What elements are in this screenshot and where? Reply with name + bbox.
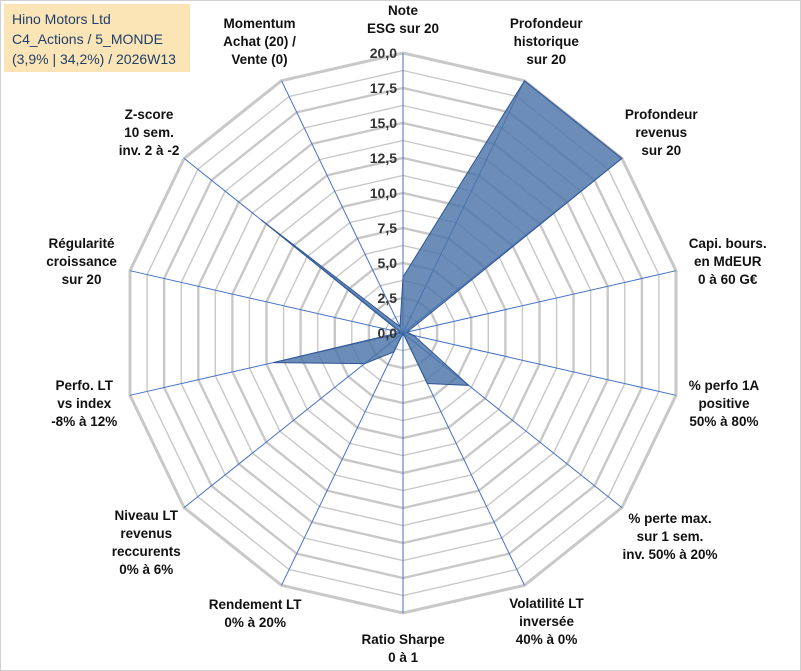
- axis-label-line: 0 à 1: [388, 650, 419, 665]
- axis-label-line: Vente (0): [231, 51, 288, 67]
- axis-label-line: % perfo 1A: [688, 378, 760, 394]
- axis-label-line: sur 20: [61, 271, 102, 287]
- axis-label-line: positive: [698, 396, 750, 412]
- axis-label-line: inv. 50% à 20%: [622, 547, 718, 563]
- axis-label-line: -8% à 12%: [51, 414, 118, 430]
- axis-label-line: sur 20: [641, 142, 682, 158]
- axis-label: Ratio Sharpe 0 à 1: [362, 631, 445, 667]
- axis-label-line: % perte max.: [628, 511, 712, 527]
- axis-spoke: [281, 80, 404, 334]
- axis-label-line: Rendement LT: [208, 597, 302, 613]
- tick-labels: 0,0 2,5 5,0 7,5 10,0 12,5 15,0 17,5 20,0: [370, 45, 397, 341]
- category-label: C4_Actions / 5_MONDE: [12, 31, 163, 47]
- axis-label: Note ESG sur 20: [367, 2, 439, 38]
- axis-label-line: Achat (20) /: [223, 33, 296, 49]
- tick-label: 7,5: [378, 220, 398, 236]
- axis-label-line: Z-score: [124, 106, 174, 122]
- axis-label: % perfo 1A positive 50% à 80%: [689, 377, 760, 431]
- axis-label-line: revenus: [120, 525, 173, 541]
- axis-label-line: croissance: [46, 253, 117, 269]
- axis-label-line: Profondeur: [509, 15, 583, 31]
- axis-label-line: 0% à 6%: [119, 561, 174, 577]
- axis-label: % perte max. sur 1 sem. inv. 50% à 20%: [623, 510, 718, 564]
- tick-label: 17,5: [370, 80, 397, 96]
- axis-label: Niveau LT revenus reccurents 0% à 6%: [112, 507, 181, 579]
- tick-label: 10,0: [370, 185, 397, 201]
- axis-label-line: en MdEUR: [693, 253, 762, 269]
- axis-label-line: Ratio Sharpe: [361, 632, 445, 647]
- axis-label-line: Profondeur: [624, 106, 698, 122]
- axis-label-line: 10 sem.: [124, 124, 174, 140]
- axis-label-line: revenus: [635, 124, 688, 140]
- axis-label-line: vs index: [57, 396, 112, 412]
- axis-label-line: reccurents: [111, 543, 181, 559]
- axis-label-line: Momentum: [223, 15, 296, 31]
- company-name: Hino Motors Ltd: [12, 11, 111, 27]
- axis-label: Momentum Achat (20) / Vente (0): [223, 15, 296, 69]
- tick-label: 2,5: [378, 290, 398, 306]
- axis-label-line: ESG sur 20: [367, 21, 440, 36]
- axis-spoke: [402, 332, 677, 396]
- axis-label-line: Capi. bours.: [688, 235, 767, 251]
- tick-label: 5,0: [378, 255, 398, 271]
- axis-label: Capi. bours. en MdEUR 0 à 60 G€: [689, 235, 767, 289]
- axis-label-line: Volatilité LT: [509, 596, 584, 612]
- axis-spoke: [129, 270, 404, 334]
- tick-label: 12,5: [370, 150, 397, 166]
- axis-label-line: 0 à 60 G€: [698, 271, 758, 287]
- tick-label: 20,0: [370, 45, 397, 61]
- axis-label: Régularité croissance sur 20: [46, 235, 117, 289]
- axis-spoke: [402, 270, 677, 334]
- axis-label-line: 50% à 80%: [689, 414, 759, 430]
- axis-label-line: historique: [513, 33, 579, 49]
- axis-spoke: [281, 332, 404, 586]
- axis-label: Rendement LT 0% à 20%: [209, 596, 302, 632]
- axis-label: Profondeur historique sur 20: [510, 15, 583, 69]
- axis-label-line: inv. 2 à -2: [118, 142, 180, 158]
- chart-title-box: Hino Motors Ltd C4_Actions / 5_MONDE (3,…: [4, 4, 190, 72]
- tick-label: 0,0: [378, 325, 398, 341]
- axis-label: Volatilité LT inversée 40% à 0%: [509, 595, 584, 649]
- axis-label-line: Niveau LT: [114, 507, 178, 523]
- axis-label-line: sur 20: [526, 51, 567, 67]
- axis-label-line: Note: [388, 3, 419, 18]
- tick-label: 15,0: [370, 115, 397, 131]
- axis-label: Z-score 10 sem. inv. 2 à -2: [119, 106, 180, 160]
- axis-label-line: inversée: [519, 614, 574, 630]
- axis-label-line: Perfo. LT: [55, 378, 113, 394]
- series-area: [260, 79, 623, 386]
- period-label: (3,9% | 34,2%) / 2026W13: [12, 51, 176, 67]
- axis-label: Profondeur revenus sur 20: [625, 106, 698, 160]
- axis-label-line: 0% à 20%: [224, 615, 286, 631]
- axis-label-line: Régularité: [48, 235, 115, 251]
- axis-label-line: 40% à 0%: [515, 632, 578, 648]
- axis-label-line: sur 1 sem.: [636, 529, 704, 545]
- axis-label: Perfo. LT vs index -8% à 12%: [51, 377, 117, 431]
- data-series: [260, 79, 623, 386]
